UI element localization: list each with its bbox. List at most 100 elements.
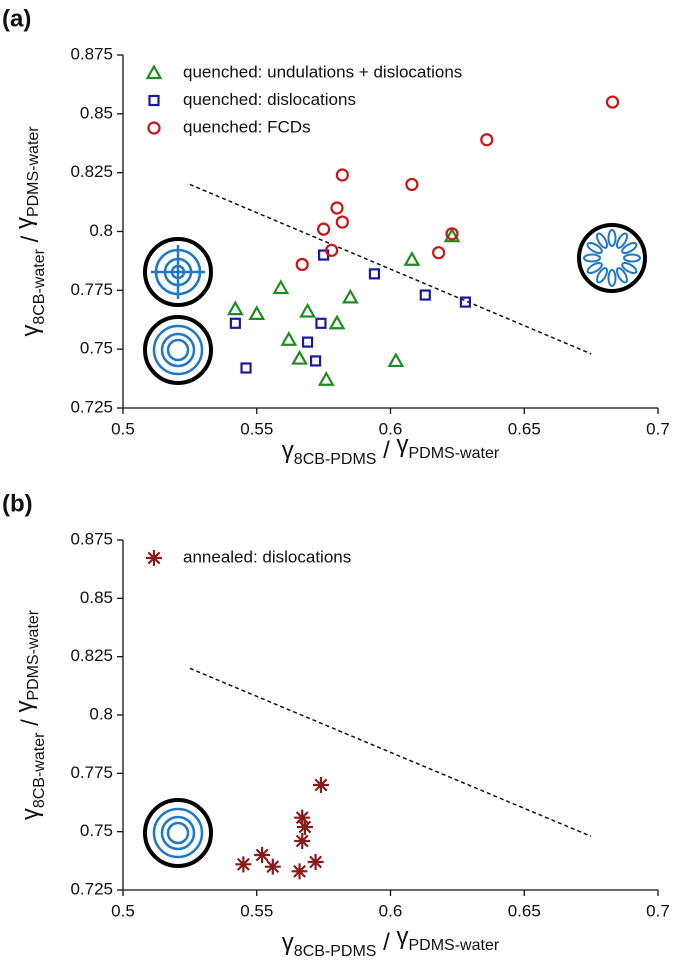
y-tick-label: 0.825: [70, 162, 113, 181]
y-tick-label: 0.725: [70, 397, 113, 416]
triangle-marker: [317, 371, 335, 386]
x-axis-label: γ8CB-PDMS / γPDMS-water: [282, 923, 500, 960]
y-axis-label: γ8CB-water / γPDMS-water: [11, 126, 48, 337]
circle-marker: [432, 246, 446, 260]
y-tick-label: 0.85: [80, 103, 113, 122]
label-subscript: 8CB-PDMS: [294, 943, 377, 960]
label-symbol: γ: [11, 217, 38, 229]
y-tick-label: 0.75: [80, 339, 113, 358]
x-tick-label: 0.6: [379, 419, 403, 438]
y-tick-label: 0.825: [70, 646, 113, 665]
x-tick-label: 0.65: [508, 901, 541, 920]
x-axis-label: γ8CB-PDMS / γPDMS-water: [282, 431, 500, 468]
square-marker: [459, 296, 471, 308]
panel-label: (a): [2, 5, 31, 32]
y-tick-label: 0.875: [70, 44, 113, 63]
x-tick-label: 0.6: [379, 901, 403, 920]
circle-marker: [147, 121, 161, 135]
legend-label: quenched: undulations + dislocations: [183, 62, 462, 81]
x-tick-label: 0.5: [111, 419, 135, 438]
label-symbol: γ: [397, 923, 409, 950]
square-marker: [301, 336, 314, 348]
triangle-marker: [387, 352, 405, 368]
label-symbol: γ: [397, 431, 409, 458]
label-symbol: /: [376, 437, 396, 464]
label-symbol: /: [17, 713, 44, 733]
x-tick-label: 0.65: [508, 419, 541, 438]
label-symbol: γ: [282, 929, 294, 956]
asterisk-marker: [146, 550, 162, 566]
icon-inner: [160, 332, 196, 368]
icon-inner: [160, 815, 196, 851]
square-marker: [148, 94, 160, 107]
circle-marker: [335, 168, 349, 182]
triangle-marker: [248, 305, 266, 320]
triangle-marker: [341, 288, 359, 304]
square-marker: [368, 268, 381, 280]
icon-inner: [152, 807, 204, 859]
label-symbol: /: [376, 929, 396, 956]
asterisk-marker: [307, 854, 324, 870]
triangle-marker: [272, 279, 290, 295]
icon-petal: [586, 261, 603, 275]
icon-petal: [586, 241, 603, 255]
asterisk-marker: [294, 833, 311, 849]
asterisk-marker: [312, 777, 329, 793]
triangle-marker: [291, 349, 308, 365]
label-symbol: /: [17, 229, 44, 249]
icon-petal: [583, 253, 601, 263]
icon-petal: [595, 267, 609, 284]
circle-marker: [335, 215, 349, 229]
y-tick-label: 0.875: [70, 529, 113, 548]
x-tick-label: 0.7: [646, 901, 670, 920]
icon-inner: [152, 324, 204, 376]
icon-cross: [151, 245, 205, 299]
x-tick-label: 0.55: [240, 901, 273, 920]
triangle-marker: [226, 300, 244, 316]
asterisk-marker: [296, 819, 313, 835]
circle-marker: [325, 243, 339, 257]
y-tick-label: 0.725: [70, 879, 113, 898]
asterisk-marker: [254, 847, 271, 863]
y-tick-label: 0.775: [70, 280, 113, 299]
y-tick-label: 0.85: [80, 588, 113, 607]
circle-marker: [405, 177, 419, 192]
icon-inner: [166, 338, 190, 362]
label-subscript: PDMS-water: [25, 126, 42, 217]
circle-marker: [480, 133, 494, 147]
triangle-marker: [443, 227, 461, 243]
y-axis-label: γ8CB-water / γPDMS-water: [11, 609, 48, 820]
y-tick-label: 0.775: [70, 763, 113, 782]
icon-petal: [623, 253, 641, 263]
circle-marker: [317, 222, 331, 236]
x-tick-label: 0.7: [646, 419, 670, 438]
label-subscript: 8CB-water: [31, 248, 48, 324]
label-subscript: 8CB-PDMS: [294, 451, 377, 468]
triangle-marker: [145, 64, 163, 80]
x-tick-label: 0.5: [111, 901, 135, 920]
triangle-marker: [299, 302, 316, 318]
circle-marker: [605, 95, 620, 109]
y-tick-label: 0.75: [80, 821, 113, 840]
asterisk-marker: [235, 856, 252, 873]
y-tick-label: 0.8: [89, 221, 113, 240]
label-symbol: γ: [282, 437, 294, 464]
asterisk-marker: [291, 863, 308, 880]
label-subscript: 8CB-water: [31, 732, 48, 808]
y-tick-label: 0.8: [89, 704, 113, 723]
label-symbol: γ: [17, 325, 44, 337]
icon-petal: [595, 232, 609, 249]
icon-petal: [621, 261, 638, 275]
reference-line: [189, 183, 592, 355]
icon-ring: [577, 223, 647, 293]
panel-label: (b): [2, 490, 33, 517]
icon-petal: [607, 229, 617, 247]
legend-label: quenched: dislocations: [183, 90, 356, 109]
legend-label: annealed: dislocations: [183, 547, 351, 566]
triangle-marker: [328, 314, 346, 330]
label-symbol: γ: [17, 808, 44, 820]
asterisk-marker: [264, 858, 281, 875]
triangle-marker: [280, 331, 298, 346]
reference-line: [189, 667, 592, 838]
